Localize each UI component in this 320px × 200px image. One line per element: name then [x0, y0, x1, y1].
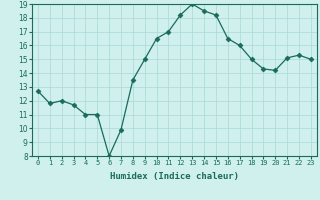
- X-axis label: Humidex (Indice chaleur): Humidex (Indice chaleur): [110, 172, 239, 181]
